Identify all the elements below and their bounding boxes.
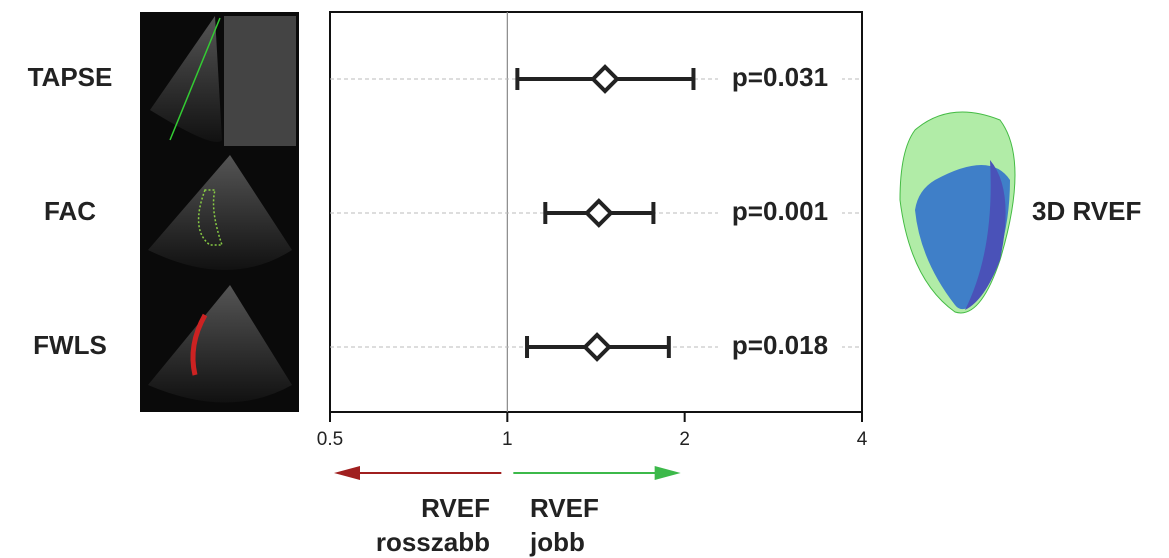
p-value-bg	[718, 63, 842, 95]
row-label: TAPSE	[28, 62, 113, 92]
point-estimate	[584, 198, 614, 228]
x-tick-label: 2	[679, 429, 690, 450]
echo-images	[140, 12, 299, 412]
x-tick-label: 4	[857, 429, 868, 450]
arrow-label: RVEF	[421, 493, 490, 523]
p-value: p=0.031	[732, 62, 828, 92]
p-value-bg	[718, 331, 842, 363]
left-arrow-head	[334, 466, 360, 480]
side-label: 3D RVEF	[1032, 196, 1141, 226]
right-arrow-head	[654, 466, 681, 480]
rv-model	[899, 111, 1016, 314]
plot-frame	[329, 11, 863, 413]
row-label: FWLS	[33, 330, 107, 360]
x-tick-label: 1	[502, 429, 513, 450]
p-value: p=0.001	[732, 196, 828, 226]
arrow-label: jobb	[529, 527, 585, 557]
point-estimate	[582, 332, 612, 362]
row-label: FAC	[44, 196, 96, 226]
point-estimate	[590, 64, 620, 94]
p-value-bg	[718, 197, 842, 229]
p-value: p=0.018	[732, 330, 828, 360]
arrow-label: rosszabb	[376, 527, 490, 557]
x-tick-label: 0.5	[317, 429, 343, 450]
arrow-label: RVEF	[530, 493, 599, 523]
